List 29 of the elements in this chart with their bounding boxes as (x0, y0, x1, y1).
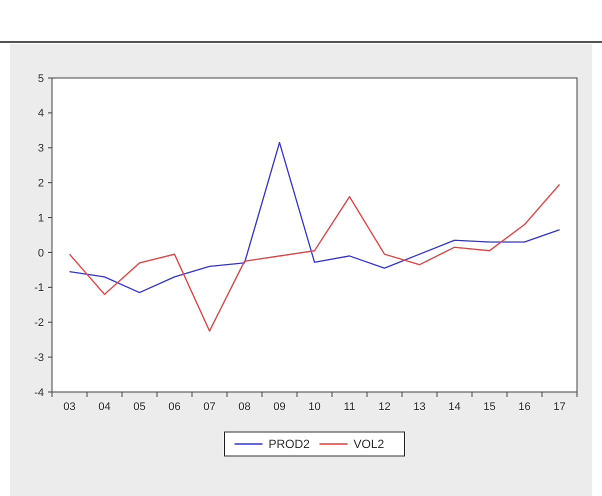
y-tick-label: 2 (38, 178, 44, 190)
x-tick-label: 09 (273, 401, 286, 413)
x-tick-label: 17 (553, 401, 566, 413)
line-series (68, 142, 560, 294)
y-tick-label: 4 (38, 108, 44, 120)
y-tick-label: -2 (34, 317, 44, 330)
x-tick-label: 07 (203, 401, 216, 413)
x-tick-label: 10 (308, 401, 321, 413)
x-tick-label: 16 (518, 401, 531, 413)
x-tick-label: 14 (448, 401, 461, 413)
legend-label: VOL2 (354, 437, 385, 452)
x-tick-label: 04 (98, 401, 111, 413)
line-series (68, 184, 560, 332)
y-tick-label: 5 (38, 72, 44, 85)
x-tick-label: 13 (413, 401, 426, 413)
x-tick-label: 11 (344, 401, 356, 413)
y-tick-label: -1 (34, 282, 44, 294)
y-tick-label: -4 (34, 386, 44, 399)
x-tick-label: 15 (483, 401, 496, 413)
y-tick-label: 3 (38, 142, 44, 155)
x-tick-label: 03 (63, 401, 76, 413)
legend-label: PROD2 (268, 437, 310, 452)
x-tick-label: 06 (168, 401, 181, 413)
x-tick-label: 12 (378, 401, 391, 413)
x-tick-label: 08 (238, 401, 251, 413)
y-tick-label: 0 (38, 247, 44, 260)
y-tick-label: -3 (34, 352, 44, 364)
x-tick-label: 05 (133, 401, 146, 413)
y-tick-label: 1 (38, 212, 44, 224)
